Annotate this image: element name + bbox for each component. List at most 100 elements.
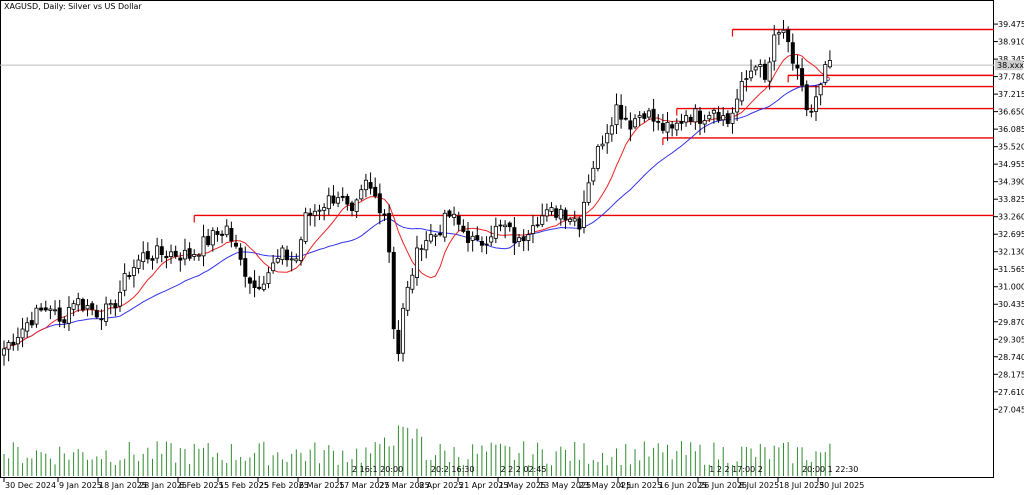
candle [698, 107, 703, 136]
candle-body-up [169, 251, 174, 257]
candle-body-up [595, 146, 600, 169]
candle-body-down [642, 113, 647, 119]
candle [753, 65, 758, 76]
candle [387, 204, 392, 263]
candle-body-up [271, 262, 276, 272]
candle-body-down [554, 208, 559, 218]
y-tick-label: 29.870 [998, 318, 1024, 327]
candle-body-down [465, 230, 470, 243]
candle-body-up [336, 197, 341, 204]
candle [80, 297, 85, 313]
candle-body-up [48, 308, 53, 311]
candle-body-up [53, 309, 58, 312]
volume-label: 20:00 1 22:30 [802, 465, 858, 474]
candle [568, 216, 573, 225]
candle [582, 190, 587, 234]
candle-body-up [558, 208, 563, 220]
candle-body-down [387, 213, 392, 253]
candle-body-up [530, 225, 535, 234]
candle [540, 203, 545, 228]
candle [470, 231, 475, 252]
candle [744, 70, 749, 92]
candle [294, 253, 299, 264]
candle-body-up [289, 258, 294, 261]
volume-bars: 2 16:1 20:00 20:2 16:30 2 2 2 02:45 1 2 2 1… [3, 425, 858, 476]
candle-body-up [401, 307, 406, 354]
candle [428, 223, 433, 244]
candle [688, 114, 693, 125]
candle [507, 221, 512, 232]
candle-body-up [317, 209, 322, 212]
candle [11, 333, 16, 351]
candle [247, 276, 252, 294]
candle [438, 224, 443, 237]
candle-body-up [410, 274, 415, 290]
candle-body-down [786, 29, 791, 43]
candle-body-down [507, 222, 512, 228]
candle [354, 198, 359, 219]
y-tick-label: 35.520 [998, 143, 1024, 152]
candle [535, 216, 540, 228]
candle [53, 300, 58, 316]
candle [665, 111, 670, 141]
candle [489, 225, 494, 247]
candle [155, 237, 160, 264]
candle [108, 299, 113, 315]
candle-body-up [544, 209, 549, 217]
candle-body-down [94, 310, 99, 318]
candle [646, 107, 651, 120]
candle [29, 311, 34, 329]
candle [823, 61, 828, 86]
x-tick-label: 18 Jan 2025 [99, 481, 147, 490]
candle [447, 209, 452, 218]
candle [735, 88, 740, 122]
candle-body-up [141, 252, 146, 263]
candle-body-up [702, 120, 707, 125]
candle [628, 112, 633, 142]
candle-body-up [34, 307, 39, 325]
candle [642, 111, 647, 123]
candle [275, 249, 280, 264]
candle-body-down [215, 231, 220, 235]
candle [85, 299, 90, 317]
candle-body-up [693, 108, 698, 123]
candle-body-up [354, 199, 359, 212]
candle [280, 245, 285, 265]
candle-body-up [131, 267, 136, 276]
candle-body-down [660, 122, 665, 131]
candle-body-down [173, 250, 178, 257]
candle [312, 204, 317, 227]
candle [526, 229, 531, 251]
candle [814, 85, 819, 122]
candle-body-down [391, 251, 396, 330]
candle-body-up [118, 291, 123, 307]
x-tick-label: 30 Dec 2024 [5, 481, 56, 490]
candle [210, 227, 215, 252]
candle [410, 268, 415, 294]
candle-body-up [637, 115, 642, 118]
current-price-tag [995, 60, 1023, 71]
candle-body-up [452, 213, 457, 218]
candle [544, 203, 549, 222]
candle [591, 160, 596, 186]
candle [233, 234, 238, 249]
candle-body-down [206, 235, 211, 246]
x-tick-label: 18 Jul 2025 [779, 481, 824, 490]
candle-body-up [781, 29, 786, 34]
volume-label: 20:2 16:30 [431, 465, 475, 474]
candle-body-up [405, 286, 410, 311]
candle-body-up [665, 121, 670, 133]
candle-body-up [503, 224, 508, 228]
candle [521, 229, 526, 252]
y-tick-label: 38.910 [998, 38, 1024, 47]
candle [563, 207, 568, 229]
candle-body-up [294, 258, 299, 262]
candle-body-down [252, 280, 257, 288]
candle [595, 144, 600, 172]
candle-body-up [758, 64, 763, 67]
candle [363, 173, 368, 198]
candle [442, 209, 447, 242]
candle [20, 317, 25, 348]
candle-body-up [326, 195, 331, 210]
candle-body-up [108, 303, 113, 306]
